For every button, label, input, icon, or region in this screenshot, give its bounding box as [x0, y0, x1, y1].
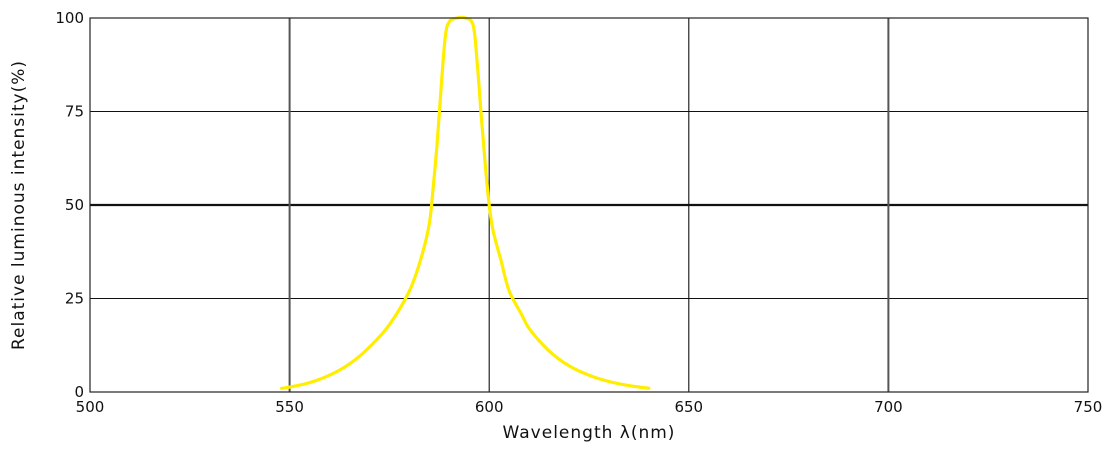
x-tick-label: 700 — [874, 398, 903, 416]
y-tick-label: 75 — [65, 103, 84, 121]
y-axis-title: Relative luminous intensity(%) — [9, 60, 29, 350]
x-tick-label: 600 — [475, 398, 504, 416]
grid-layer — [90, 18, 1088, 392]
x-tick-label: 750 — [1074, 398, 1103, 416]
x-tick-label: 650 — [674, 398, 703, 416]
x-axis-title: Wavelength λ(nm) — [503, 423, 676, 443]
y-tick-label: 50 — [65, 196, 84, 214]
tick-layer: 0 25 50 75 100 500 550 600 650 700 750 — [55, 9, 1102, 416]
plot-frame — [89, 17, 1089, 393]
x-tick-label: 500 — [76, 398, 105, 416]
y-tick-label: 25 — [65, 290, 84, 308]
y-tick-label: 100 — [55, 9, 84, 27]
x-tick-label: 550 — [275, 398, 304, 416]
y-tick-label: 0 — [74, 383, 84, 401]
